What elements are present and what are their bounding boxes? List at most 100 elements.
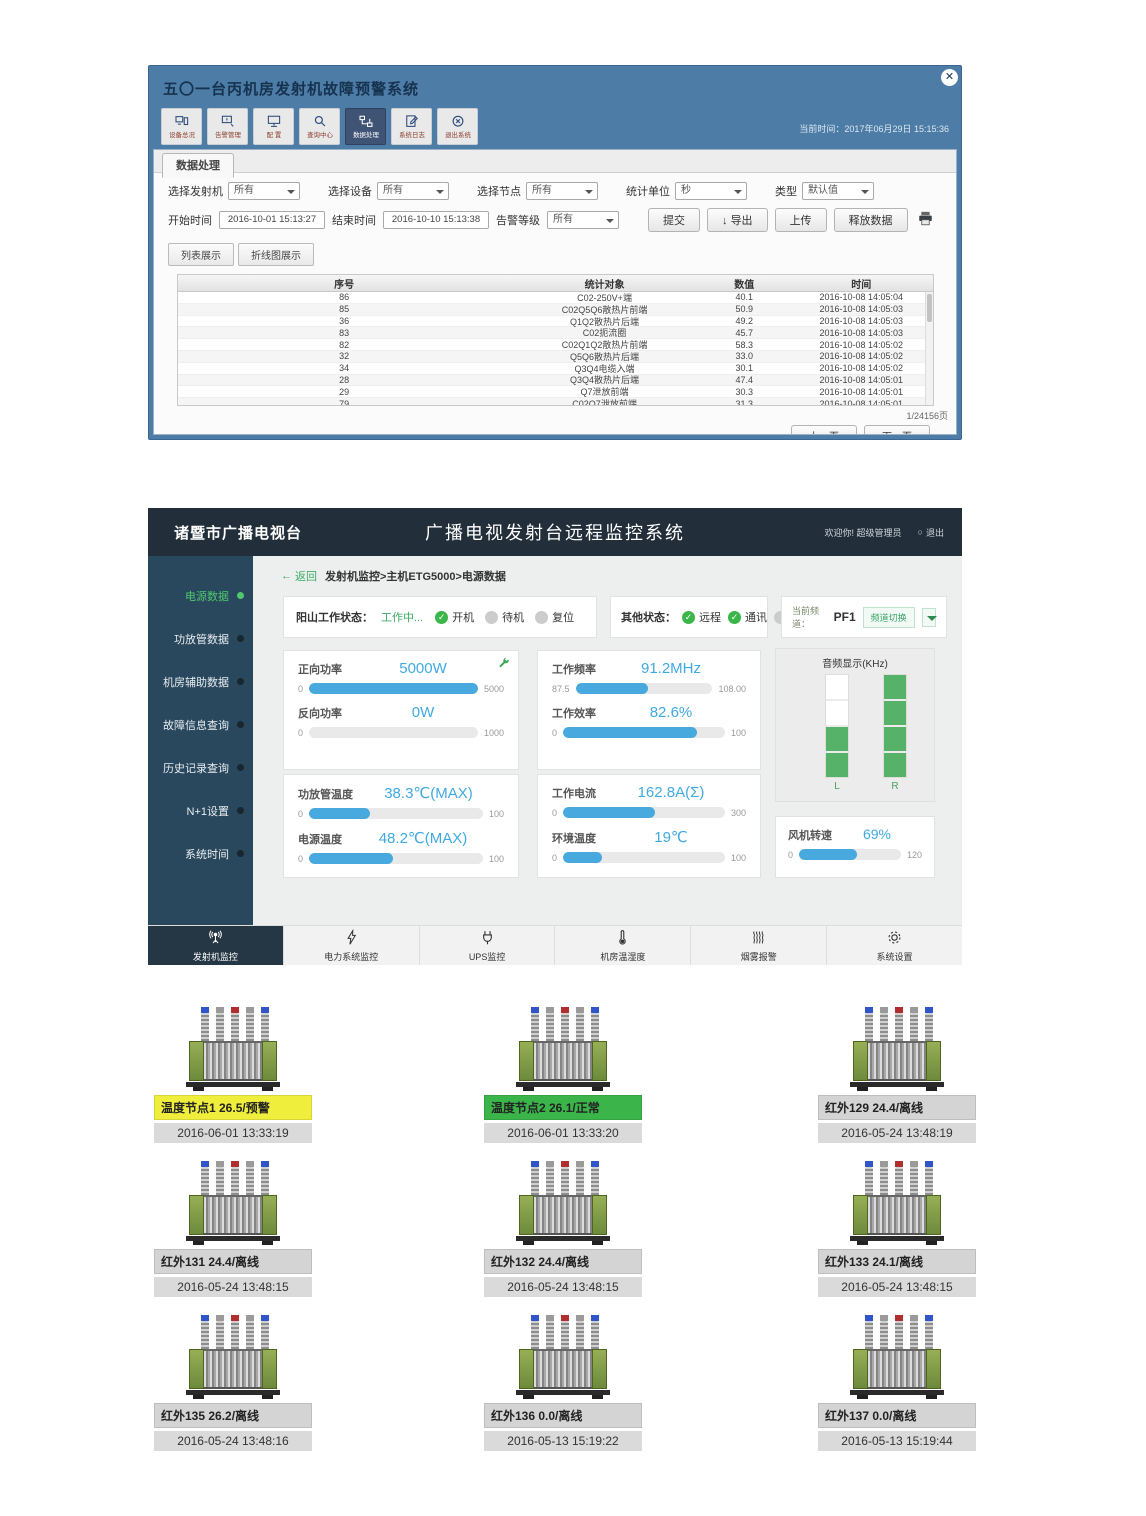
start-time-input[interactable]: 2016-10-01 15:13:27	[219, 211, 325, 229]
wrench-icon[interactable]	[497, 657, 510, 675]
sensor-cell[interactable]: 温度节点2 26.1/正常 2016-06-01 13:33:20	[478, 1007, 648, 1143]
line-chart-view-button[interactable]: 折线图展示	[238, 243, 314, 266]
nav-room-temp-humidity[interactable]: 机房温湿度	[555, 926, 692, 965]
station-brand: 诸暨市广播电视台	[174, 524, 303, 542]
sidebar-item[interactable]: 故障信息查询	[148, 703, 253, 746]
table-row[interactable]: 36 Q1Q2散热片后端 49.2 2016-10-08 14:05:03	[178, 316, 933, 328]
filter-select[interactable]: 所有	[526, 182, 598, 200]
list-view-button[interactable]: 列表展示	[168, 243, 234, 266]
gauge-max: 108.00	[718, 683, 746, 694]
toolbar-data-processing-button[interactable]: 数据处理	[345, 108, 386, 145]
side-panel	[262, 1195, 277, 1235]
terminal	[546, 1315, 554, 1321]
radio-state-icon: ✓	[435, 610, 449, 624]
terminal	[880, 1007, 888, 1013]
sensor-cell[interactable]: 红外133 24.1/离线 2016-05-24 13:48:15	[812, 1161, 982, 1297]
red-terminal	[561, 1161, 569, 1167]
sidebar-item[interactable]: 电源数据	[148, 574, 253, 617]
table-row[interactable]: 83 C02扼流圈 45.7 2016-10-08 14:05:03	[178, 327, 933, 340]
table-row[interactable]: 86 C02-250V+端 40.1 2016-10-08 14:05:04	[178, 292, 933, 304]
channel-switch-button[interactable]: 频道切换	[862, 606, 915, 628]
sidebar-item[interactable]: 功放管数据	[148, 617, 253, 660]
toolbar-device-overview-button[interactable]: 设备总况	[161, 108, 202, 145]
cell-object: Q7泄放前端	[580, 387, 629, 398]
gauge-min: 0	[552, 727, 558, 738]
filter-select[interactable]: 所有	[228, 182, 300, 200]
logout-button[interactable]: ○ 退出	[917, 527, 944, 538]
export-button[interactable]: ↓ 导出	[707, 208, 768, 232]
status-radio[interactable]: ✓ 开机	[435, 609, 474, 625]
sidebar-item[interactable]: 机房辅助数据	[148, 660, 253, 703]
sidebar-item[interactable]: 历史记录查询	[148, 746, 253, 789]
release-data-button[interactable]: 释放数据	[833, 208, 908, 232]
blue-terminal	[201, 1161, 209, 1167]
filter-label: 选择设备	[328, 186, 372, 198]
window-close-icon[interactable]: ✕	[941, 69, 958, 86]
status-radio[interactable]: ✓ 待机	[485, 609, 524, 625]
scrollbar-thumb[interactable]	[927, 294, 932, 322]
cell-object: C02Q5Q6散热片前端	[561, 304, 648, 315]
end-time-input[interactable]: 2016-10-10 15:13:38	[383, 211, 489, 229]
side-panel	[853, 1195, 868, 1235]
upload-button[interactable]: 上传	[774, 208, 827, 232]
main-toolbar: 设备总况 告警管理 配 置 查询中心 数据处理 系统日志	[149, 99, 961, 145]
sensor-cell[interactable]: 温度节点1 26.5/预警 2016-06-01 13:33:19	[148, 1007, 318, 1143]
radio-state-icon: ✓	[682, 610, 695, 624]
table-row[interactable]: 82 C02Q1Q2散热片前端 58.3 2016-10-08 14:05:02	[178, 339, 933, 351]
filter-select[interactable]: 默认值	[802, 182, 874, 200]
gauge-label: 功放管温度	[298, 789, 353, 801]
table-row[interactable]: 28 Q3Q4散热片后端 47.4 2016-10-08 14:05:01	[178, 374, 933, 387]
toolbar-query-center-button[interactable]: 查询中心	[299, 108, 340, 145]
nav-system-settings[interactable]: 系统设置	[827, 926, 962, 965]
nav-transmitter-monitor[interactable]: 发射机监控	[148, 926, 284, 965]
gauge-min: 87.5	[552, 683, 570, 694]
sensor-cell[interactable]: 红外131 24.4/离线 2016-05-24 13:48:15	[148, 1161, 318, 1297]
status-radio[interactable]: ✓ 远程	[682, 609, 721, 625]
sensor-cell[interactable]: 红外135 26.2/离线 2016-05-24 13:48:16	[148, 1315, 318, 1451]
filter-select[interactable]: 秒	[675, 182, 747, 200]
red-terminal	[895, 1007, 903, 1013]
cell-object: C02扼流圈	[582, 328, 627, 339]
nav-power-system-monitor[interactable]: 电力系统监控	[284, 926, 420, 965]
sensor-cell[interactable]: 红外129 24.4/离线 2016-05-24 13:48:19	[812, 1007, 982, 1143]
table-row[interactable]: 29 Q7泄放前端 30.3 2016-10-08 14:05:01	[178, 386, 933, 399]
nav-ups-monitor[interactable]: UPS监控	[420, 926, 556, 965]
table-row[interactable]: 85 C02Q5Q6散热片前端 50.9 2016-10-08 14:05:03	[178, 303, 933, 316]
table-scrollbar[interactable]	[925, 292, 933, 405]
cell-object: Q5Q6散热片后端	[570, 351, 640, 362]
table-row[interactable]: 34 Q3Q4电缆入端 30.1 2016-10-08 14:05:02	[178, 363, 933, 375]
back-button[interactable]: ← 返回	[281, 570, 317, 583]
nav-label: 发射机监控	[192, 951, 238, 962]
status-radio[interactable]: ✓ 复位	[535, 609, 574, 625]
insulator	[216, 1315, 224, 1350]
nav-label: 机房温湿度	[600, 951, 646, 962]
gauge-track	[309, 727, 478, 738]
sidebar-item[interactable]: N+1设置	[148, 789, 253, 832]
sensor-status-label: 红外137 0.0/离线	[818, 1403, 976, 1428]
print-icon[interactable]	[917, 211, 934, 229]
sensor-cell[interactable]: 红外137 0.0/离线 2016-05-13 15:19:44	[812, 1315, 982, 1451]
tab-data-processing[interactable]: 数据处理	[162, 153, 234, 178]
alarm-level-select[interactable]: 所有	[547, 211, 619, 229]
toolbar-alarm-management-button[interactable]: 告警管理	[207, 108, 248, 145]
transformer-image	[183, 1161, 283, 1246]
table-row[interactable]: 79 C02Q7泄放前端 31.3 2016-10-08 14:05:01	[178, 398, 933, 405]
channel-dropdown-icon[interactable]	[921, 607, 938, 627]
sensor-cell[interactable]: 红外136 0.0/离线 2016-05-13 15:19:22	[478, 1315, 648, 1451]
prev-page-button[interactable]: 上一页	[791, 425, 857, 434]
toolbar-config-button[interactable]: 配 置	[253, 108, 294, 145]
next-page-button[interactable]: 下一页	[864, 425, 930, 434]
toolbar-exit-system-button[interactable]: 退出系统	[437, 108, 478, 145]
gauge-work-current: 工作电流 162.8A(Σ) 0 300	[552, 784, 746, 818]
table-row[interactable]: 32 Q5Q6散热片后端 33.0 2016-10-08 14:05:02	[178, 350, 933, 363]
toolbar-system-log-button[interactable]: 系统日志	[391, 108, 432, 145]
gauge-fill	[563, 807, 656, 818]
sensor-cell[interactable]: 红外132 24.4/离线 2016-05-24 13:48:15	[478, 1161, 648, 1297]
insulator	[216, 1161, 224, 1196]
nav-smoke-alarm[interactable]: 烟雾报警	[691, 926, 828, 965]
status-radio[interactable]: ✓ 通讯	[728, 609, 767, 625]
sidebar-item[interactable]: 系统时间	[148, 832, 253, 875]
config-icon	[266, 114, 282, 129]
submit-button[interactable]: 提交	[648, 208, 700, 232]
filter-select[interactable]: 所有	[377, 182, 449, 200]
